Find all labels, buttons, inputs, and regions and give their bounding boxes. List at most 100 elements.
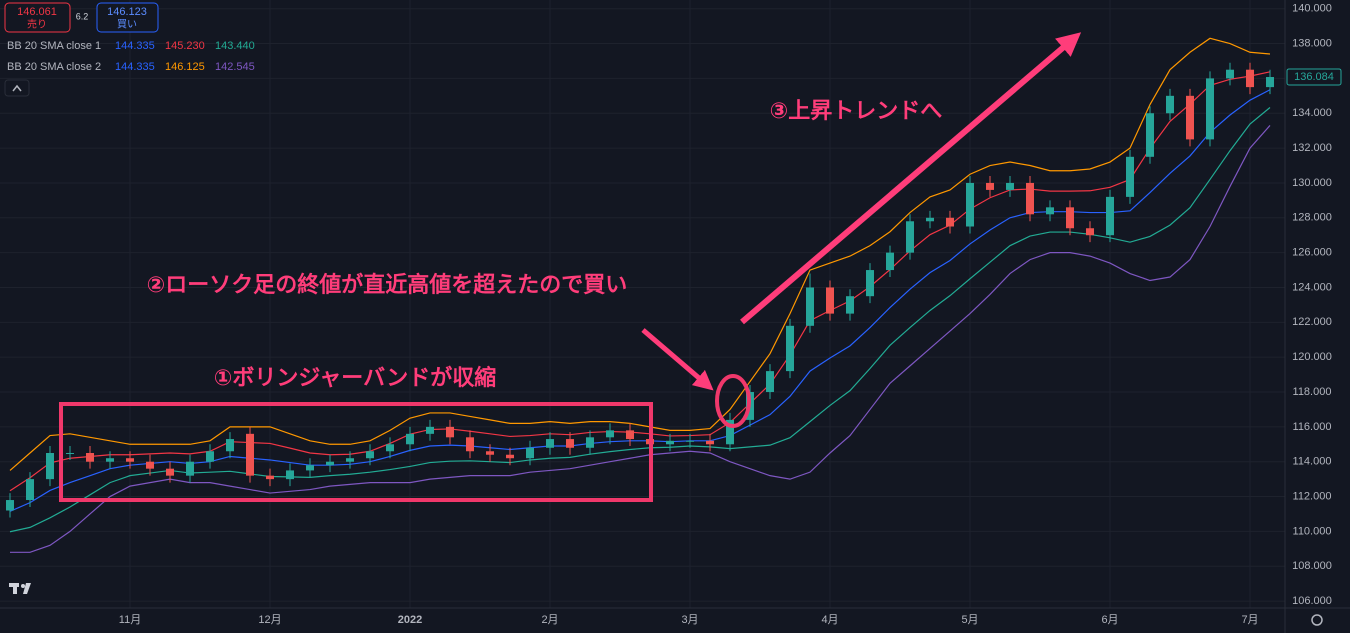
candle-body bbox=[806, 287, 814, 326]
candle-body bbox=[586, 437, 594, 448]
candle-body bbox=[1066, 207, 1074, 229]
legend-value: 144.335 bbox=[115, 61, 155, 73]
legend-name: BB 20 SMA close 2 bbox=[7, 61, 101, 73]
candle-body bbox=[186, 461, 194, 476]
candle-body bbox=[106, 458, 114, 462]
y-tick-label: 124.000 bbox=[1292, 281, 1332, 293]
y-tick-label: 110.000 bbox=[1293, 525, 1332, 537]
collapse-icon bbox=[12, 84, 22, 92]
candle-body bbox=[366, 451, 374, 459]
y-tick-label: 116.000 bbox=[1293, 421, 1332, 433]
candle-body bbox=[406, 433, 414, 445]
band-line bbox=[9, 107, 1271, 533]
candle-body bbox=[1206, 78, 1214, 140]
candle-body bbox=[6, 500, 14, 511]
candle-body bbox=[306, 465, 314, 471]
spread: 6.2 bbox=[76, 11, 89, 21]
candle-body bbox=[1146, 113, 1154, 157]
legend-value: 143.440 bbox=[215, 40, 255, 52]
candle-body bbox=[1026, 182, 1034, 215]
x-tick-label: 7月 bbox=[1241, 614, 1258, 626]
candle-body bbox=[886, 252, 894, 271]
legend-value: 146.125 bbox=[165, 61, 205, 73]
arrow bbox=[740, 32, 1082, 325]
candle-body bbox=[66, 452, 74, 454]
buy-button[interactable] bbox=[96, 2, 159, 33]
collapse-button[interactable] bbox=[4, 79, 30, 97]
band-line bbox=[9, 89, 1271, 512]
annotation: ①ボリンジャーバンドが収縮 bbox=[214, 365, 496, 390]
candle-body bbox=[626, 430, 634, 440]
y-tick-label: 122.000 bbox=[1292, 316, 1332, 328]
grid bbox=[0, 0, 1285, 608]
candle-body bbox=[146, 461, 154, 469]
legend-value: 144.335 bbox=[115, 40, 155, 52]
legend-value: 142.545 bbox=[215, 61, 255, 73]
candle-body bbox=[666, 440, 674, 445]
candle-body bbox=[686, 440, 694, 442]
y-tick-label: 130.000 bbox=[1292, 177, 1332, 189]
candle-body bbox=[766, 371, 774, 393]
bands bbox=[9, 37, 1271, 553]
sell-button[interactable] bbox=[4, 2, 71, 33]
candle-body bbox=[326, 461, 334, 466]
candle-body bbox=[346, 458, 354, 462]
candle-body bbox=[486, 451, 494, 455]
candle-body bbox=[546, 439, 554, 448]
candle-body bbox=[86, 452, 94, 462]
candle-body bbox=[1246, 69, 1254, 88]
candles bbox=[6, 62, 1274, 518]
candle-body bbox=[246, 433, 254, 476]
legend-value: 145.230 bbox=[165, 40, 205, 52]
y-tick-label: 128.000 bbox=[1292, 212, 1332, 224]
buy-label: 買い bbox=[117, 19, 137, 31]
y-tick-label: 138.000 bbox=[1292, 37, 1332, 49]
candle-body bbox=[606, 430, 614, 438]
legend-name: BB 20 SMA close 1 bbox=[7, 40, 101, 52]
sell-price: 146.061 bbox=[17, 6, 57, 18]
buy-price: 146.123 bbox=[107, 6, 147, 18]
candle-body bbox=[1186, 95, 1194, 140]
y-tick-label: 118.000 bbox=[1293, 386, 1332, 398]
y-tick-label: 132.000 bbox=[1292, 142, 1332, 154]
candle-body bbox=[926, 217, 934, 222]
x-tick-label: 2022 bbox=[398, 614, 422, 626]
settings-button[interactable] bbox=[1311, 614, 1323, 626]
candle-body bbox=[386, 444, 394, 452]
last-price-tag bbox=[1286, 68, 1342, 86]
candle-body bbox=[866, 270, 874, 297]
candle-body bbox=[946, 217, 954, 227]
arrow bbox=[641, 328, 714, 391]
y-tick-label: 140.000 bbox=[1292, 3, 1332, 15]
candle-body bbox=[46, 452, 54, 480]
candle-body bbox=[26, 479, 34, 501]
candle-body bbox=[906, 221, 914, 253]
y-tick-label: 126.000 bbox=[1292, 247, 1332, 259]
x-tick-label: 4月 bbox=[821, 614, 838, 626]
candle-body bbox=[1126, 156, 1134, 197]
annotation: ③上昇トレンドへ bbox=[770, 98, 943, 123]
candle-body bbox=[166, 468, 174, 476]
candle-body bbox=[1006, 182, 1014, 190]
candle-body bbox=[1166, 95, 1174, 114]
x-tick-label: 11月 bbox=[119, 614, 141, 626]
candle-body bbox=[826, 287, 834, 314]
candle-body bbox=[286, 470, 294, 480]
candle-body bbox=[966, 182, 974, 227]
band-line bbox=[9, 71, 1271, 492]
candle-body bbox=[266, 475, 274, 480]
x-tick-label: 2月 bbox=[541, 614, 558, 626]
candle-body bbox=[1106, 196, 1114, 236]
candle-body bbox=[1226, 69, 1234, 79]
candle-body bbox=[566, 439, 574, 448]
y-tick-label: 112.000 bbox=[1293, 490, 1332, 502]
axes: 106.000 108.000 110.000 112.000 114.000 116.0… bbox=[119, 3, 1342, 626]
candle-body bbox=[846, 296, 854, 314]
highlight-box bbox=[59, 402, 653, 502]
candle-body bbox=[1266, 77, 1274, 88]
annotation: ②ローソク足の終値が直近高値を超えたので買い bbox=[147, 272, 628, 297]
highlight-circle bbox=[715, 374, 751, 428]
